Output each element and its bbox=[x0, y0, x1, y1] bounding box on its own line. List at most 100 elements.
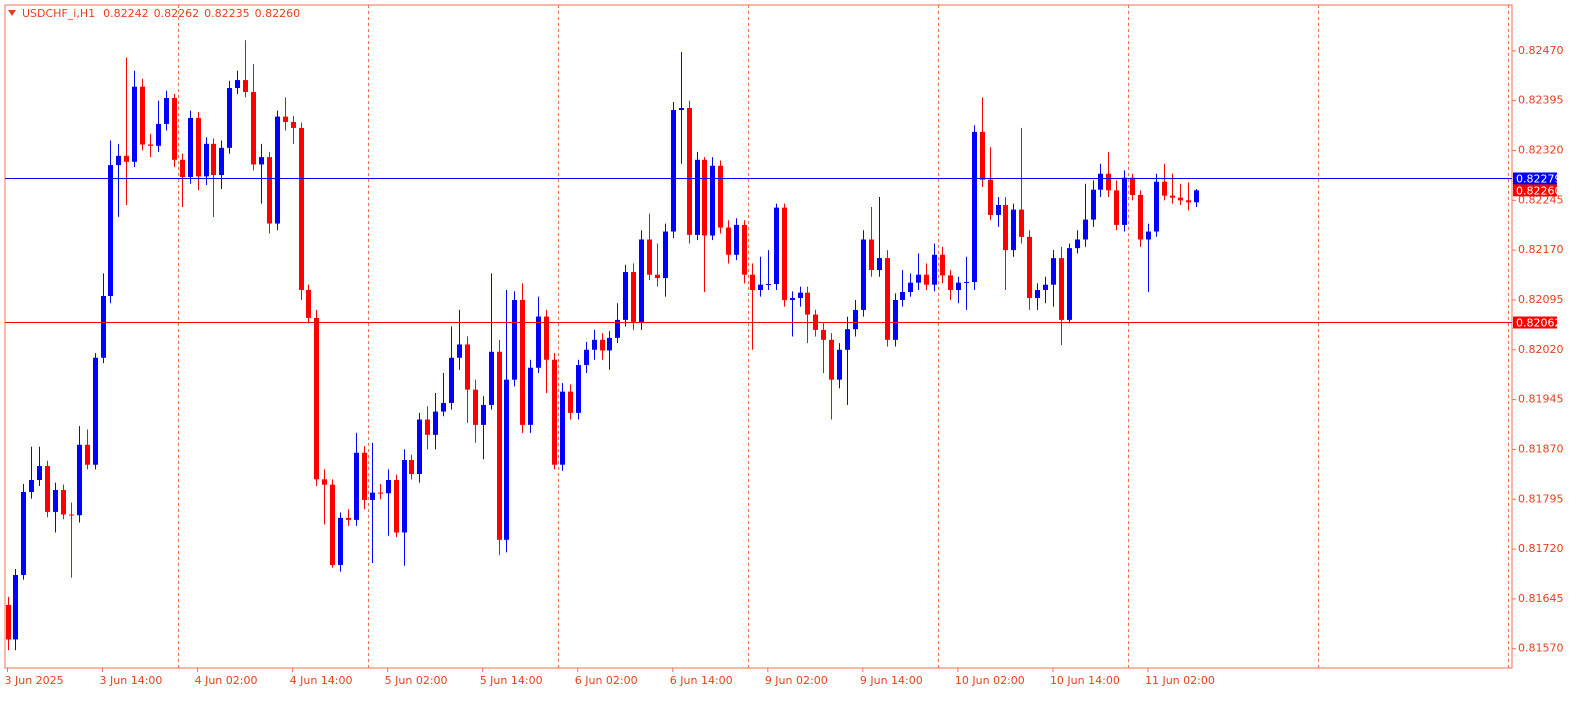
candle-body bbox=[774, 207, 779, 285]
candle-body bbox=[782, 207, 787, 300]
y-tick-label: 0.82095 bbox=[1518, 293, 1564, 306]
candle-body bbox=[204, 143, 209, 177]
y-tick-label: 0.82245 bbox=[1518, 193, 1564, 206]
candle-body bbox=[69, 514, 74, 516]
last-price-tag bbox=[1513, 184, 1557, 197]
candle-body bbox=[291, 121, 296, 128]
candle-body bbox=[726, 227, 731, 255]
candle-body bbox=[528, 367, 533, 425]
candle-body bbox=[647, 239, 652, 275]
candle-body bbox=[37, 466, 42, 480]
candle-body bbox=[1091, 189, 1096, 220]
candle-body bbox=[156, 123, 161, 146]
x-tick-label: 3 Jun 14:00 bbox=[100, 674, 163, 687]
candle-body bbox=[623, 272, 628, 320]
candle-body bbox=[631, 272, 636, 322]
candle-body bbox=[853, 309, 858, 330]
candle-body bbox=[916, 274, 921, 283]
candle-body bbox=[21, 491, 26, 575]
candle-body bbox=[53, 489, 58, 512]
y-tick-label: 0.82170 bbox=[1518, 243, 1564, 256]
candle-body bbox=[417, 419, 422, 475]
candle-body bbox=[251, 92, 256, 165]
candle-body bbox=[346, 517, 351, 520]
x-tick-label: 11 Jun 02:00 bbox=[1145, 674, 1215, 687]
candle-body bbox=[512, 299, 517, 380]
candle-body bbox=[600, 339, 605, 351]
y-tick-label: 0.81795 bbox=[1518, 492, 1564, 505]
candle-body bbox=[885, 258, 890, 340]
candle-body bbox=[655, 274, 660, 279]
x-tick-label: 6 Jun 02:00 bbox=[575, 674, 638, 687]
candle-body bbox=[362, 452, 367, 500]
candle-body bbox=[259, 157, 264, 165]
candle-body bbox=[409, 460, 414, 475]
candle-body bbox=[790, 297, 795, 300]
close-value: 0.82260 bbox=[255, 7, 301, 20]
candle-body bbox=[695, 159, 700, 235]
x-tick-label: 4 Jun 02:00 bbox=[195, 674, 258, 687]
candle-body bbox=[180, 159, 185, 178]
candle-body bbox=[576, 365, 581, 413]
candle-body bbox=[188, 117, 193, 178]
candle-body bbox=[584, 349, 589, 366]
candle-body bbox=[140, 86, 145, 145]
candle-body bbox=[93, 357, 98, 465]
y-tick-label: 0.82320 bbox=[1518, 143, 1564, 156]
candle-body bbox=[869, 239, 874, 271]
candle-body bbox=[1043, 284, 1048, 290]
last-price-label: 0.82260 bbox=[1516, 184, 1562, 197]
candle-body bbox=[299, 127, 304, 290]
candle-body bbox=[1083, 219, 1088, 240]
candle-body bbox=[77, 444, 82, 516]
candle-body bbox=[1106, 173, 1111, 191]
candle-body bbox=[837, 349, 842, 380]
collapse-arrow bbox=[8, 10, 16, 16]
candle-body bbox=[6, 604, 11, 640]
x-tick-label: 10 Jun 14:00 bbox=[1050, 674, 1120, 687]
candle-body bbox=[710, 165, 715, 236]
candle-body bbox=[1098, 173, 1103, 190]
candle-body bbox=[1035, 289, 1040, 298]
candle-body bbox=[211, 143, 216, 176]
candle-body bbox=[932, 254, 937, 285]
candle-body bbox=[267, 157, 272, 224]
candle-body bbox=[61, 489, 66, 515]
candle-body bbox=[306, 289, 311, 318]
candle-body bbox=[908, 282, 913, 292]
candle-body bbox=[1154, 181, 1159, 232]
candle-body bbox=[148, 144, 153, 146]
candle-body bbox=[1194, 190, 1199, 203]
candle-body bbox=[956, 282, 961, 290]
candle-body bbox=[441, 402, 446, 412]
candle-body bbox=[750, 274, 755, 290]
candle-body bbox=[940, 254, 945, 276]
chart-header: USDCHF_i,H1 0.82242 0.82262 0.82235 0.82260 bbox=[22, 7, 300, 20]
candle-body bbox=[1067, 248, 1072, 320]
y-tick-label: 0.82470 bbox=[1518, 44, 1564, 57]
candle-body bbox=[948, 275, 953, 290]
y-tick-label: 0.82395 bbox=[1518, 94, 1564, 107]
candle-body bbox=[552, 359, 557, 465]
x-tick-label: 9 Jun 14:00 bbox=[860, 674, 923, 687]
candle-body bbox=[172, 98, 177, 160]
candle-body bbox=[544, 316, 549, 360]
candle-body bbox=[13, 574, 18, 640]
candle-body bbox=[671, 109, 676, 232]
candle-body bbox=[798, 292, 803, 298]
candle-body bbox=[489, 351, 494, 405]
candle-body bbox=[433, 411, 438, 435]
candle-body bbox=[243, 80, 248, 93]
candles bbox=[6, 40, 1199, 651]
high-value: 0.82262 bbox=[154, 7, 200, 20]
candle-body bbox=[394, 479, 399, 533]
candle-body bbox=[45, 466, 50, 512]
x-tick-label: 4 Jun 14:00 bbox=[290, 674, 353, 687]
candle-body bbox=[758, 284, 763, 290]
x-tick-label: 5 Jun 14:00 bbox=[480, 674, 543, 687]
x-tick-label: 5 Jun 02:00 bbox=[385, 674, 448, 687]
candle-body bbox=[1186, 200, 1191, 203]
day-separators bbox=[178, 5, 1509, 668]
candle-body bbox=[1130, 177, 1135, 195]
